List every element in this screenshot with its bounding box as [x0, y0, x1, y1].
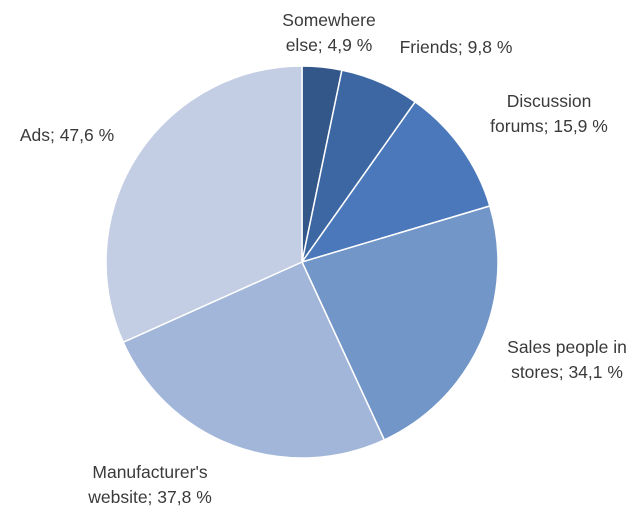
slice-label-line: forums; 15,9 %	[490, 116, 608, 136]
pie-labels: Somewhere else; 4,9 % Friends; 9,8 % Discus…	[20, 10, 627, 507]
slice-label-line: Discussion	[507, 91, 592, 111]
slice-label-line: Friends; 9,8 %	[400, 37, 513, 57]
slice-label-line: Ads; 47,6 %	[20, 125, 114, 145]
pie-slice	[300, 205, 499, 441]
slice-label: Sales people in stores; 34,1 %	[507, 337, 627, 382]
pie-slices	[105, 65, 499, 459]
slice-label-line: stores; 34,1 %	[511, 362, 623, 382]
pie-slice	[300, 100, 491, 264]
pie-slice	[105, 65, 303, 344]
slice-label-line: Manufacturer's	[92, 462, 207, 482]
slice-label: Somewhere else; 4,9 %	[282, 10, 375, 55]
slice-label: Ads; 47,6 %	[20, 125, 114, 145]
slice-label: Discussion forums; 15,9 %	[490, 91, 608, 136]
slice-label: Friends; 9,8 %	[400, 37, 513, 57]
slice-label-line: website; 37,8 %	[87, 487, 212, 507]
slice-label: Manufacturer's website; 37,8 %	[87, 462, 212, 507]
slice-label-line: else; 4,9 %	[286, 35, 373, 55]
pie-slice	[122, 261, 386, 459]
slice-label-line: Sales people in	[507, 337, 627, 357]
slice-label-line: Somewhere	[282, 10, 375, 30]
